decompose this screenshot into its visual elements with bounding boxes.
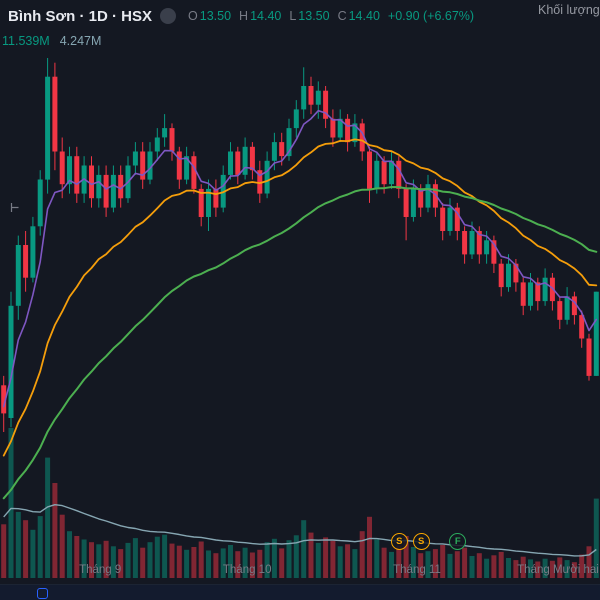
exchange-logo-icon[interactable]	[160, 8, 177, 24]
open-value: 13.50	[199, 9, 232, 23]
volume-legend-row: 11.539M 4.247M	[2, 34, 600, 48]
symbol-title[interactable]: Bình Sơn · 1D · HSX	[8, 7, 153, 25]
chart-legend: Bình Sơn · 1D · HSX O 13.50 H 14.40 L 13…	[2, 6, 600, 49]
event-marker-f[interactable]: F	[449, 533, 467, 550]
close-value: 14.40	[348, 9, 380, 23]
low-pair: L 13.50	[289, 9, 329, 23]
ohlc-values: O 13.50 H 14.40 L 13.50 C 14.40 +0.90 (+…	[188, 9, 474, 23]
volume-bars	[1, 428, 599, 578]
volume-pane-title[interactable]: Khối lượng	[538, 3, 600, 17]
time-axis-label: Tháng Mười hai	[517, 564, 599, 576]
ma-line-6	[2, 109, 598, 408]
high-value: 14.40	[250, 9, 282, 23]
time-axis-label: Tháng 10	[222, 564, 272, 576]
close-pair: C 14.40	[338, 9, 380, 23]
bottom-bar	[0, 584, 600, 600]
change-value: +0.90 (+6.67%)	[387, 9, 475, 23]
close-label: C	[337, 9, 347, 23]
ma-line-20	[2, 138, 598, 457]
low-label: L	[289, 9, 297, 23]
high-label: H	[239, 9, 249, 23]
time-axis[interactable]: Tháng 9 Tháng 10 Tháng 11 Tháng Mười hai	[0, 561, 600, 581]
panel-toggle-icon[interactable]	[37, 588, 48, 599]
low-value: 13.50	[298, 9, 330, 23]
high-pair: H 14.40	[239, 9, 281, 23]
time-axis-label: Tháng 9	[79, 564, 122, 576]
event-marker-s[interactable]: S	[412, 533, 430, 550]
open-pair: O 13.50	[188, 9, 231, 23]
volume-ma-line	[3, 504, 597, 557]
candles-layer	[1, 58, 599, 432]
drawing-anchor-icon[interactable]	[10, 200, 20, 218]
open-label: O	[188, 9, 198, 23]
time-axis-label: Tháng 11	[393, 564, 441, 576]
event-marker-s[interactable]: S	[390, 533, 408, 550]
volume-ma-value: 4.247M	[59, 34, 102, 48]
ma-line-45	[2, 186, 598, 500]
symbol-legend-row: Bình Sơn · 1D · HSX O 13.50 H 14.40 L 13…	[8, 6, 600, 26]
volume-current-value: 11.539M	[2, 34, 50, 48]
ma-lines	[2, 109, 598, 500]
